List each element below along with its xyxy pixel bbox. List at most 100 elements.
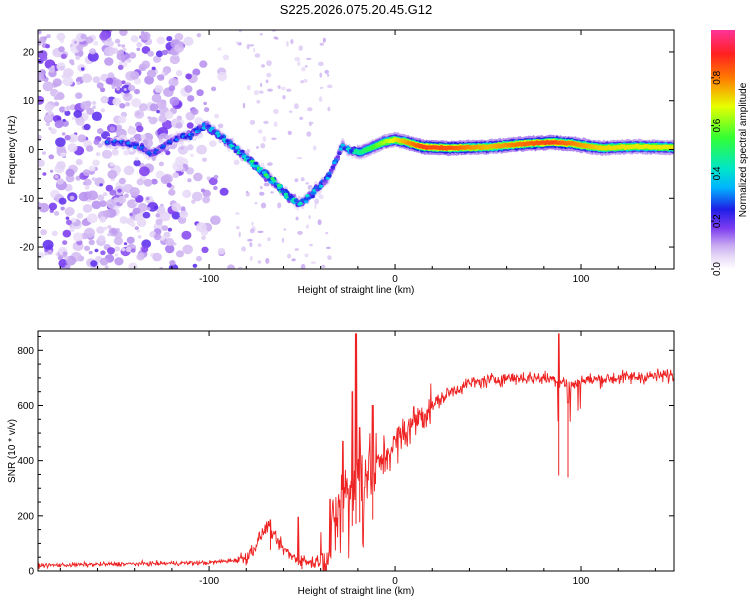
- noise-blob: [91, 100, 97, 105]
- ridge-mark: [328, 168, 334, 172]
- noise-blob: [301, 66, 306, 72]
- colorbar-tick-label: 0.4: [712, 166, 723, 180]
- spectrogram-ytick-label: 0: [28, 145, 34, 156]
- noise-blob: [69, 227, 75, 233]
- noise-blob: [254, 202, 258, 205]
- noise-blob: [97, 235, 106, 242]
- noise-blob: [62, 229, 72, 238]
- noise-blob: [271, 137, 277, 141]
- noise-blob: [84, 245, 90, 251]
- ridge-mark: [143, 147, 148, 151]
- noise-blob: [263, 182, 270, 187]
- noise-blob: [102, 210, 110, 217]
- noise-blob: [64, 134, 71, 141]
- noise-blob: [196, 255, 202, 262]
- noise-blob: [91, 200, 102, 210]
- noise-blob: [53, 101, 60, 107]
- noise-blob: [129, 187, 140, 197]
- noise-blob: [56, 161, 66, 170]
- noise-blob: [235, 225, 240, 230]
- noise-blob: [48, 127, 52, 131]
- noise-blob: [113, 197, 120, 203]
- noise-blob: [93, 139, 100, 145]
- noise-blob: [64, 264, 71, 269]
- noise-blob: [134, 226, 139, 231]
- noise-blob: [136, 229, 140, 233]
- noise-blob: [295, 216, 299, 221]
- noise-blob: [305, 182, 310, 185]
- noise-blob: [266, 60, 272, 66]
- noise-blob: [245, 191, 250, 197]
- noise-blob: [247, 238, 253, 242]
- noise-blob: [249, 228, 255, 234]
- noise-blob: [154, 84, 164, 93]
- noise-blob: [238, 30, 242, 33]
- noise-blob: [38, 72, 45, 83]
- noise-blob: [58, 197, 67, 205]
- noise-blob: [56, 178, 64, 185]
- ridge-mark: [261, 171, 267, 174]
- noise-blob: [183, 36, 194, 46]
- noise-blob: [191, 108, 199, 115]
- noise-blob: [326, 246, 331, 249]
- noise-blob: [119, 103, 126, 109]
- noise-blob: [178, 41, 184, 47]
- noise-blob: [136, 252, 145, 261]
- noise-blob: [76, 81, 81, 85]
- ridge-mark: [268, 180, 273, 184]
- noise-blob: [177, 145, 189, 155]
- noise-blob: [140, 134, 146, 140]
- noise-blob: [118, 115, 127, 124]
- noise-blob: [312, 145, 317, 151]
- noise-blob: [273, 121, 278, 127]
- noise-blob: [217, 47, 222, 51]
- noise-blob: [127, 126, 137, 135]
- noise-blob: [327, 84, 333, 89]
- noise-blob: [114, 38, 121, 44]
- noise-blob: [38, 134, 42, 141]
- noise-blob: [180, 146, 185, 150]
- noise-blob: [143, 33, 148, 38]
- noise-blob: [266, 72, 272, 78]
- noise-blob: [135, 111, 141, 117]
- ridge-mark: [131, 142, 136, 146]
- noise-blob: [54, 96, 59, 101]
- noise-blob: [103, 226, 108, 231]
- noise-blob: [44, 114, 53, 122]
- noise-blob: [75, 117, 85, 126]
- noise-blob: [202, 157, 207, 162]
- noise-blob: [219, 187, 229, 196]
- ridge-mark: [241, 155, 247, 159]
- noise-blob: [156, 36, 165, 45]
- noise-blob: [60, 206, 65, 211]
- snr-xtick-label: 0: [392, 576, 398, 587]
- noise-blob: [306, 131, 312, 137]
- noise-blob: [327, 255, 332, 260]
- noise-blob: [113, 236, 123, 246]
- ridge-mark: [283, 192, 289, 196]
- noise-blob: [287, 253, 292, 259]
- noise-blob: [257, 243, 262, 248]
- noise-blob: [97, 143, 103, 148]
- noise-blob: [132, 207, 141, 215]
- noise-blob: [191, 191, 203, 202]
- noise-blob: [146, 207, 151, 211]
- noise-blob: [169, 260, 176, 266]
- noise-blob: [185, 73, 192, 80]
- noise-blob: [118, 177, 126, 185]
- noise-blob: [117, 195, 127, 204]
- noise-blob: [148, 116, 158, 125]
- noise-blob: [294, 178, 299, 183]
- noise-blob: [166, 182, 172, 188]
- noise-blob: [304, 65, 308, 68]
- noise-blob: [319, 86, 324, 89]
- noise-blob: [121, 44, 126, 48]
- noise-blob: [153, 205, 159, 210]
- noise-blob: [72, 232, 83, 242]
- noise-blob: [202, 196, 211, 204]
- noise-blob: [241, 246, 247, 252]
- colorbar-tick-label: 0.0: [712, 262, 723, 276]
- noise-blob: [257, 230, 264, 234]
- noise-blob: [192, 68, 201, 76]
